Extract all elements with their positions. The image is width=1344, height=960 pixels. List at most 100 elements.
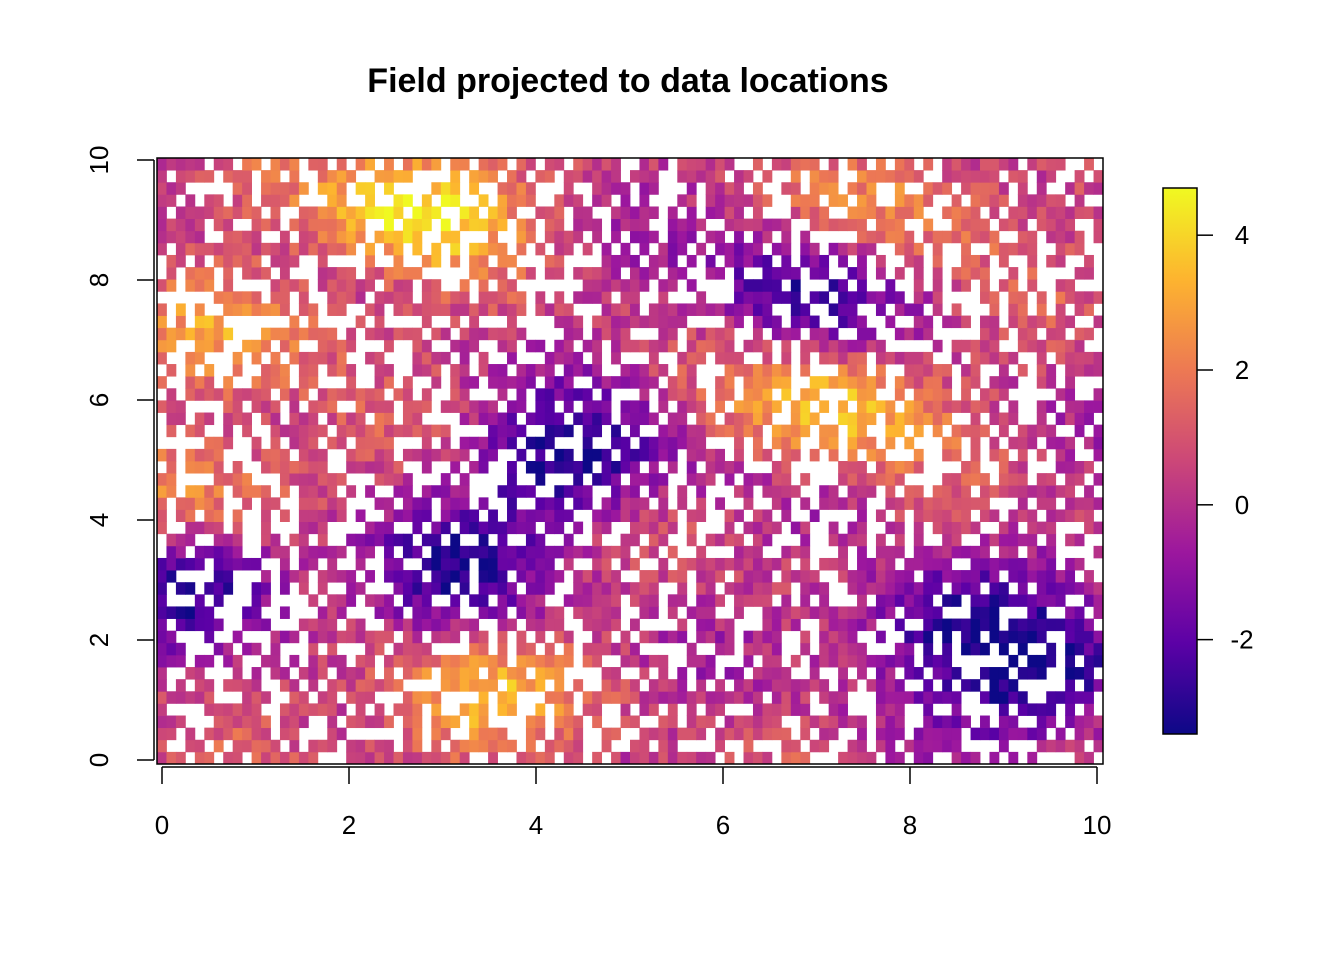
heatmap-cell xyxy=(951,715,962,729)
heatmap-cell xyxy=(894,242,905,256)
heatmap-cell xyxy=(592,218,603,232)
heatmap-cell xyxy=(251,485,262,498)
heatmap-cell xyxy=(989,376,1000,389)
heatmap-cell xyxy=(563,315,574,329)
heatmap-cell xyxy=(639,509,650,522)
heatmap-cell xyxy=(488,158,498,171)
heatmap-cell xyxy=(752,703,763,716)
heatmap-cell xyxy=(1074,291,1085,304)
heatmap-cell xyxy=(384,630,394,644)
heatmap-cell xyxy=(279,630,290,644)
heatmap-cell xyxy=(317,582,328,595)
heatmap-cell xyxy=(402,642,413,656)
heatmap-cell xyxy=(686,606,697,619)
heatmap-cell xyxy=(279,291,290,304)
heatmap-cell xyxy=(1055,339,1066,353)
heatmap-cell xyxy=(563,509,574,522)
heatmap-cell xyxy=(251,218,262,232)
heatmap-cell xyxy=(402,545,413,559)
heatmap-cell xyxy=(601,267,612,280)
heatmap-cell xyxy=(279,303,290,316)
heatmap-cell xyxy=(563,170,574,183)
heatmap-cell xyxy=(459,436,470,450)
heatmap-cell xyxy=(488,751,498,765)
heatmap-cell xyxy=(894,497,905,510)
heatmap-cell xyxy=(582,606,593,619)
heatmap-cell xyxy=(885,497,896,510)
heatmap-cell xyxy=(1008,158,1019,171)
heatmap-cell xyxy=(308,303,319,316)
heatmap-cell xyxy=(573,594,584,607)
heatmap-cell xyxy=(232,303,243,316)
heatmap-cell xyxy=(989,206,1000,219)
heatmap-cell xyxy=(336,170,347,183)
heatmap-cell xyxy=(412,364,423,377)
heatmap-cell xyxy=(942,618,953,632)
heatmap-cell xyxy=(431,703,442,716)
heatmap-cell xyxy=(894,158,905,171)
heatmap-cell xyxy=(317,521,328,535)
heatmap-cell xyxy=(308,497,319,510)
heatmap-cell xyxy=(790,448,801,462)
heatmap-cell xyxy=(535,448,546,462)
heatmap-cell xyxy=(440,327,451,341)
heatmap-cell xyxy=(819,630,830,644)
heatmap-cell xyxy=(866,194,877,207)
heatmap-cell xyxy=(346,388,357,401)
heatmap-cell xyxy=(1036,594,1047,607)
heatmap-cell xyxy=(648,751,659,765)
heatmap-cell xyxy=(847,618,858,632)
heatmap-cell xyxy=(894,412,905,426)
heatmap-cell xyxy=(989,194,1000,207)
heatmap-cell xyxy=(1055,485,1066,498)
heatmap-cell xyxy=(346,679,357,692)
heatmap-cell xyxy=(497,594,508,607)
heatmap-cell xyxy=(459,582,470,595)
heatmap-cell xyxy=(157,327,167,341)
heatmap-cell xyxy=(535,667,546,680)
heatmap-cell xyxy=(242,497,252,510)
heatmap-cell xyxy=(1036,448,1047,462)
heatmap-cell xyxy=(894,473,905,486)
heatmap-cell xyxy=(715,594,725,607)
heatmap-cell xyxy=(857,424,867,438)
heatmap-cell xyxy=(932,242,943,256)
heatmap-cell xyxy=(261,448,271,462)
heatmap-cell xyxy=(913,291,924,304)
heatmap-cell xyxy=(573,315,584,329)
heatmap-cell xyxy=(734,545,744,559)
heatmap-cell xyxy=(1084,751,1094,765)
heatmap-cell xyxy=(724,351,735,365)
heatmap-cell xyxy=(563,448,574,462)
heatmap-cell xyxy=(1065,642,1076,656)
heatmap-cell xyxy=(989,448,1000,462)
heatmap-cell xyxy=(242,170,252,183)
heatmap-cell xyxy=(648,703,659,716)
heatmap-cell xyxy=(469,242,480,256)
heatmap-cell xyxy=(724,315,735,329)
heatmap-cell xyxy=(809,182,820,195)
heatmap-cell xyxy=(762,533,773,547)
heatmap-cell xyxy=(658,679,669,692)
heatmap-cell xyxy=(743,739,754,753)
heatmap-cell xyxy=(752,339,763,353)
heatmap-cell xyxy=(857,461,867,474)
heatmap-cell xyxy=(800,582,811,595)
heatmap-cell xyxy=(866,388,877,401)
heatmap-cell xyxy=(913,279,924,292)
heatmap-cell xyxy=(251,751,262,765)
heatmap-cell xyxy=(1046,400,1057,413)
heatmap-cell xyxy=(516,376,527,389)
heatmap-cell xyxy=(809,267,820,280)
heatmap-cell xyxy=(913,545,924,559)
heatmap-cell xyxy=(923,376,934,389)
heatmap-cell xyxy=(1027,424,1038,438)
heatmap-cell xyxy=(402,412,413,426)
heatmap-cell xyxy=(365,715,375,729)
heatmap-cell xyxy=(639,582,650,595)
heatmap-cell xyxy=(1074,618,1085,632)
heatmap-cell xyxy=(809,654,820,668)
heatmap-cell xyxy=(1084,703,1094,716)
heatmap-cell xyxy=(781,291,792,304)
heatmap-cell xyxy=(961,642,971,656)
